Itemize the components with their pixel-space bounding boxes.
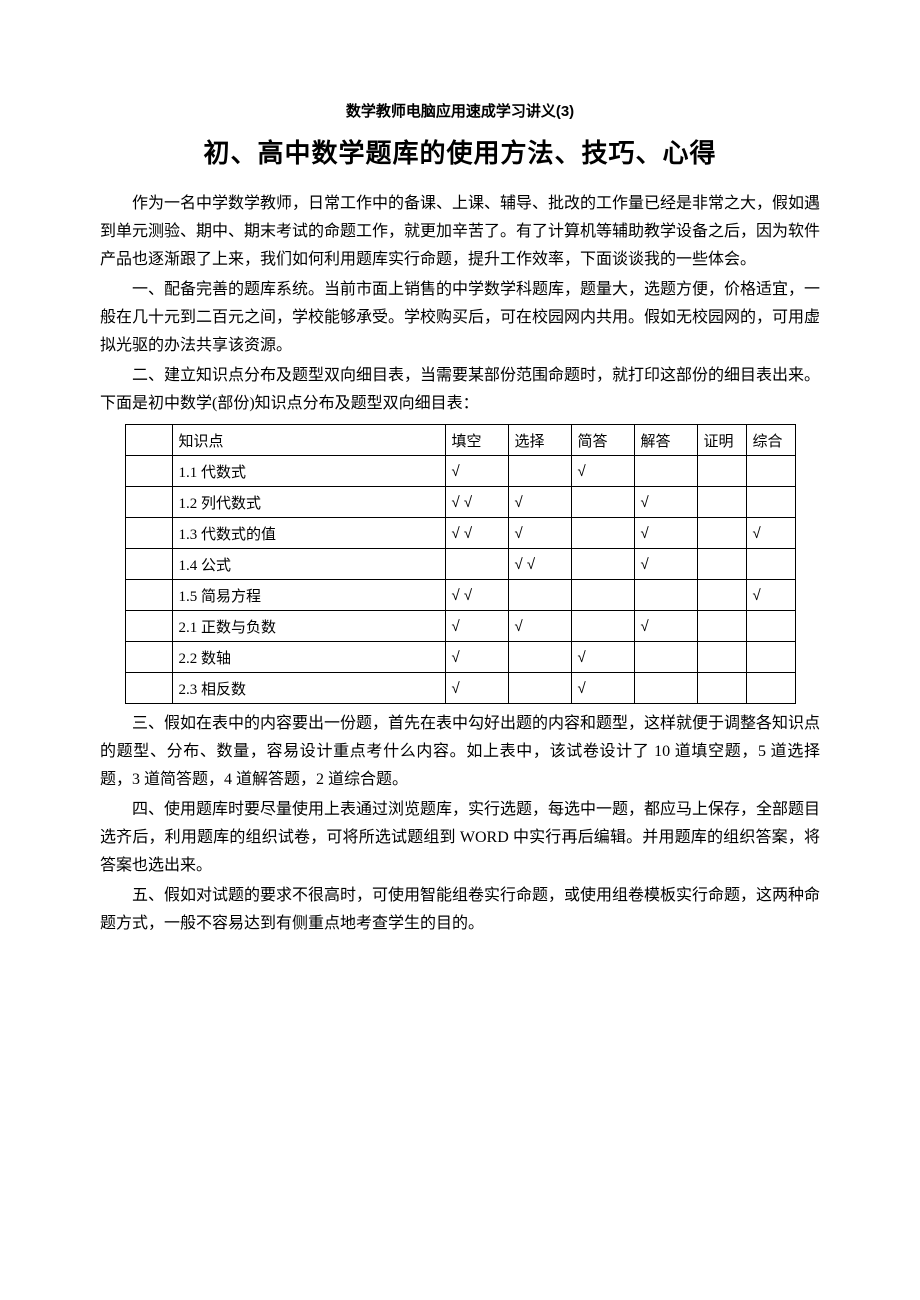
table-cell [125,518,172,549]
table-cell [746,456,795,487]
table-cell [508,456,571,487]
knowledge-point-cell: 1.2 列代数式 [172,487,445,518]
table-cell [571,487,634,518]
table-cell: √ [445,611,508,642]
table-row: 2.2 数轴 √ √ [125,642,795,673]
table-cell: √ [634,549,697,580]
table-cell: √ [445,456,508,487]
knowledge-point-cell: 2.3 相反数 [172,673,445,704]
table-cell [125,549,172,580]
document-subtitle: 数学教师电脑应用速成学习讲义(3) [100,100,820,121]
table-cell: √ [571,456,634,487]
table-cell [746,487,795,518]
table-cell: √ [508,518,571,549]
paragraph: 五、假如对试题的要求不很高时，可使用智能组卷实行命题，或使用组卷模板实行命题，这… [100,882,820,938]
knowledge-point-cell: 2.2 数轴 [172,642,445,673]
knowledge-point-cell: 1.1 代数式 [172,456,445,487]
table-cell [746,549,795,580]
table-cell [746,642,795,673]
table-cell [125,642,172,673]
table-cell: √ [746,580,795,611]
table-cell [571,611,634,642]
table-cell: √ [634,611,697,642]
table-cell [634,456,697,487]
knowledge-point-cell: 2.1 正数与负数 [172,611,445,642]
table-row: 1.2 列代数式 √ √ √ √ [125,487,795,518]
table-row: 1.3 代数式的值 √ √ √ √ √ [125,518,795,549]
paragraph: 作为一名中学数学教师，日常工作中的备课、上课、辅导、批改的工作量已经是非常之大，… [100,190,820,274]
table-header-cell: 解答 [634,425,697,456]
table-header-cell: 综合 [746,425,795,456]
knowledge-point-cell: 1.5 简易方程 [172,580,445,611]
table-cell [746,611,795,642]
table-cell [697,673,746,704]
paragraph: 三、假如在表中的内容要出一份题，首先在表中勾好出题的内容和题型，这样就便于调整各… [100,710,820,794]
table-cell: √ √ [508,549,571,580]
paragraph: 四、使用题库时要尽量使用上表通过浏览题库，实行选题，每选中一题，都应马上保存，全… [100,796,820,880]
table-cell [508,642,571,673]
table-cell: √ [445,673,508,704]
table-cell [571,518,634,549]
table-cell: √ [746,518,795,549]
table-cell [571,580,634,611]
table-cell [634,580,697,611]
table-cell: √ [634,487,697,518]
table-cell: √ [571,673,634,704]
table-header-cell: 知识点 [172,425,445,456]
paragraph: 二、建立知识点分布及题型双向细目表，当需要某部份范围命题时，就打印这部份的细目表… [100,362,820,418]
table-cell [571,549,634,580]
knowledge-point-cell: 1.4 公式 [172,549,445,580]
table-cell: √ [634,518,697,549]
table-row: 1.4 公式 √ √ √ [125,549,795,580]
table-cell [508,580,571,611]
table-cell [697,487,746,518]
paragraph: 一、配备完善的题库系统。当前市面上销售的中学数学科题库，题量大，选题方便，价格适… [100,276,820,360]
table-cell: √ [508,487,571,518]
table-row: 2.3 相反数 √ √ [125,673,795,704]
table-cell [125,673,172,704]
table-cell: √ [445,642,508,673]
table-cell: √ √ [445,487,508,518]
table-cell: √ [508,611,571,642]
table-cell [697,456,746,487]
table-cell: √ √ [445,580,508,611]
table-header-cell: 简答 [571,425,634,456]
table-cell [746,673,795,704]
table-cell [125,456,172,487]
table-cell [697,518,746,549]
table-cell [125,487,172,518]
document-page: 数学教师电脑应用速成学习讲义(3) 初、高中数学题库的使用方法、技巧、心得 作为… [0,0,920,1000]
table-header-cell: 填空 [445,425,508,456]
table-cell [697,580,746,611]
table-header-row: 知识点 填空 选择 简答 解答 证明 综合 [125,425,795,456]
table-cell: √ √ [445,518,508,549]
table-cell [634,642,697,673]
table-cell [634,673,697,704]
table-row: 1.5 简易方程 √ √ √ [125,580,795,611]
table-header-cell: 选择 [508,425,571,456]
table-cell [445,549,508,580]
table-row: 1.1 代数式 √ √ [125,456,795,487]
table-header-cell [125,425,172,456]
document-title: 初、高中数学题库的使用方法、技巧、心得 [100,133,820,170]
table-cell [125,611,172,642]
table-cell [697,611,746,642]
table-row: 2.1 正数与负数 √ √ √ [125,611,795,642]
knowledge-table: 知识点 填空 选择 简答 解答 证明 综合 1.1 代数式 √ √ 1.2 列代… [125,424,796,704]
table-cell: √ [571,642,634,673]
knowledge-point-cell: 1.3 代数式的值 [172,518,445,549]
table-cell [697,642,746,673]
table-cell [125,580,172,611]
table-cell [508,673,571,704]
table-header-cell: 证明 [697,425,746,456]
table-cell [697,549,746,580]
